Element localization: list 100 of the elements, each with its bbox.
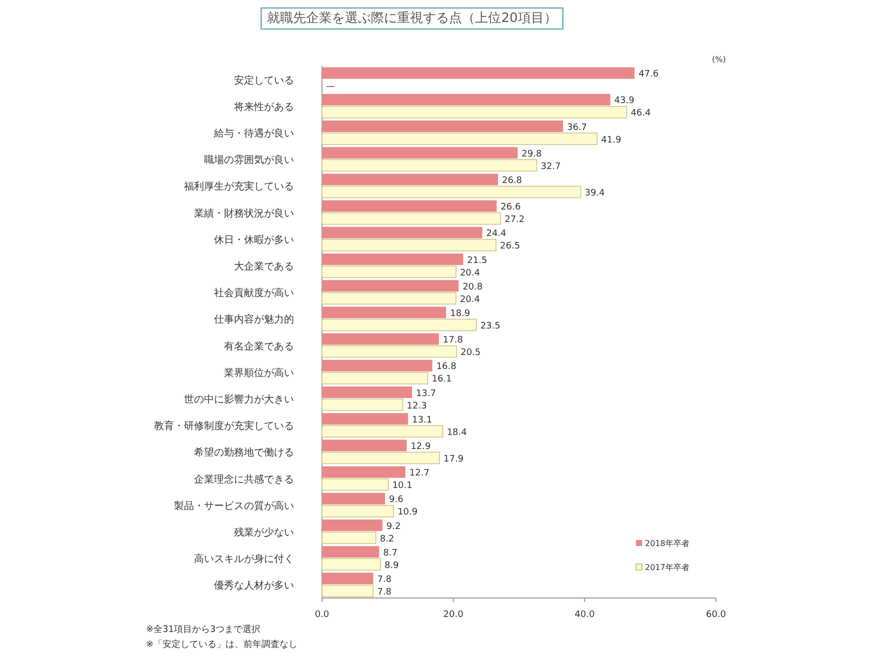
y-tick-label: 残業が少ない — [234, 526, 294, 538]
bar — [322, 505, 394, 518]
data-label: 8.2 — [380, 534, 394, 544]
bar — [322, 546, 380, 558]
x-tick-label: 40.0 — [574, 610, 595, 620]
data-label: 26.5 — [500, 242, 520, 252]
bar — [322, 478, 389, 491]
data-label: 24.4 — [486, 229, 507, 240]
data-label: 27.2 — [504, 215, 525, 226]
data-label: 36.7 — [566, 122, 588, 133]
y-tick-label: 福利厚生が充実している — [184, 180, 294, 193]
bar — [322, 333, 439, 345]
title: 就職先企業を選ぶ際に重視する点（上位20項目） — [260, 7, 564, 30]
bar — [322, 572, 374, 584]
bar — [322, 120, 563, 132]
bar — [322, 159, 538, 172]
data-label: 23.5 — [480, 321, 500, 332]
data-label: 10.9 — [398, 508, 418, 518]
data-label: 46.4 — [630, 108, 652, 119]
bar — [322, 212, 502, 225]
data-label: 20.4 — [460, 268, 480, 278]
y-tick-label: 職場の雰囲気が良い — [204, 154, 294, 166]
bar — [322, 254, 464, 265]
chart-title: 就職先企業を選ぶ際に重視する点（上位20項目） — [267, 11, 557, 26]
bar — [322, 147, 518, 159]
data-label: 26.6 — [500, 202, 521, 213]
y-tick-label: 高いスキルが身に付く — [194, 553, 294, 566]
bar — [322, 520, 382, 531]
bar — [322, 584, 374, 598]
bar — [322, 440, 407, 452]
data-label: 18.9 — [450, 308, 470, 319]
y-tick-label: 有名企業である — [224, 340, 294, 352]
legend-label: 2017年卒者 — [645, 563, 690, 572]
bar — [322, 67, 635, 79]
bar — [322, 452, 440, 464]
bar — [322, 94, 610, 106]
x-tick-label: 0.0 — [314, 610, 330, 620]
y-tick-label: 休日・休暇が多い — [214, 234, 294, 246]
data-label: 13.1 — [412, 415, 432, 426]
bar — [322, 532, 376, 544]
y-tick-label: 安定している — [234, 74, 294, 86]
data-label: 41.9 — [601, 135, 622, 146]
data-label: 10.1 — [392, 481, 412, 492]
data-label: 21.5 — [467, 256, 488, 266]
data-label: 7.8 — [377, 587, 392, 598]
y-tick-label: 給与・待遇が良い — [213, 128, 294, 140]
data-label: 26.8 — [502, 176, 522, 186]
text: ※全31項目から3つまで選択 — [146, 624, 261, 635]
y-tick-label: 企業理念に共感できる — [194, 473, 294, 486]
bar — [322, 306, 446, 318]
data-label: 8.9 — [384, 560, 400, 571]
bar — [322, 226, 482, 238]
bar — [322, 318, 477, 332]
data-label: 17.9 — [444, 454, 464, 464]
bar — [322, 360, 432, 372]
legend-label: 2018年卒者 — [645, 539, 690, 548]
data-label: 13.7 — [416, 388, 436, 399]
data-label: 29.8 — [522, 149, 542, 160]
data-label: 16.1 — [432, 374, 452, 385]
bar — [322, 386, 412, 398]
data-label: 9.6 — [389, 495, 404, 506]
data-label: 12.3 — [406, 401, 427, 412]
bar — [322, 174, 498, 186]
y-tick-label: 世の中に影響力が大きい — [184, 394, 294, 406]
text: — — [326, 82, 335, 92]
data-label: 47.6 — [638, 70, 659, 80]
data-label: 20.5 — [460, 348, 481, 358]
bar — [322, 425, 444, 438]
data-label: 16.8 — [436, 362, 457, 372]
y-tick-label: 将来性がある — [233, 100, 294, 113]
data-label: 43.9 — [614, 96, 635, 106]
text: ※「安定している」は、前年調査なし — [146, 639, 298, 650]
y-tick-label: 優秀な人材が多い — [214, 580, 294, 592]
x-tick-label: 20.0 — [443, 610, 464, 620]
bar — [322, 292, 456, 304]
data-label: 8.7 — [383, 548, 398, 558]
y-tick-label: 教育・研修制度が充実している — [154, 420, 294, 432]
bar — [322, 132, 598, 145]
bar — [322, 266, 456, 278]
y-tick-label: 業績・財務状況が良い — [194, 207, 294, 220]
bar — [322, 239, 496, 252]
text: (%) — [712, 55, 726, 64]
bar — [322, 398, 404, 411]
bar — [322, 372, 428, 384]
y-tick-label: 仕事内容が魅力的 — [214, 314, 294, 326]
y-tick-label: 希望の勤務地で働ける — [194, 446, 294, 459]
data-label: 17.8 — [442, 336, 464, 346]
bar — [322, 466, 406, 478]
data-label: 20.8 — [462, 282, 483, 292]
y-tick-label: 業界順位が高い — [224, 366, 294, 379]
data-label: 32.7 — [540, 162, 561, 172]
y-tick-label: 製品・サービスの質が高い — [174, 500, 294, 512]
bar — [322, 345, 458, 358]
data-label: 9.2 — [386, 522, 401, 532]
data-label: 20.4 — [460, 294, 480, 305]
bar — [322, 558, 381, 570]
bar — [322, 200, 497, 212]
bar — [322, 280, 459, 292]
data-label: 7.8 — [377, 574, 392, 585]
y-tick-label: 大企業である — [234, 260, 294, 272]
